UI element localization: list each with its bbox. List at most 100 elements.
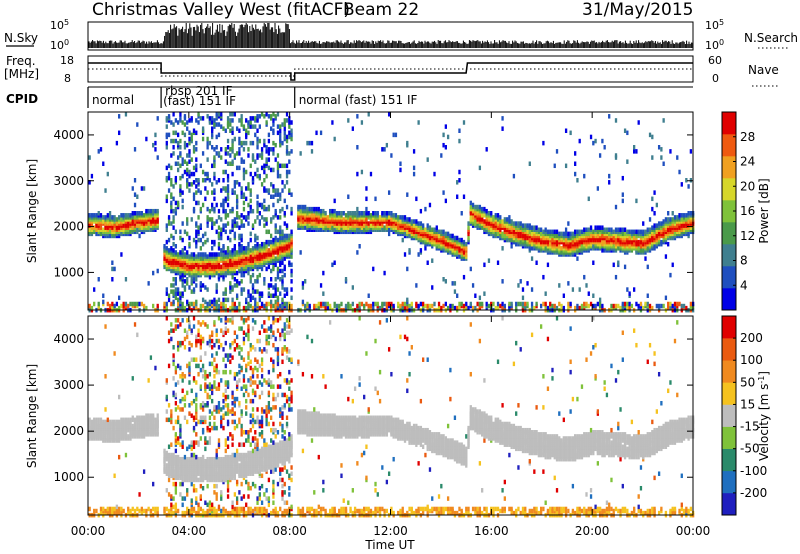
power-cell [546,229,550,235]
power-cell [276,124,280,129]
power-cell [633,241,636,247]
power-cell [267,248,271,253]
power-cell [238,248,241,253]
power-cell [394,213,398,218]
power-cell [592,229,595,235]
power-cell [256,301,259,307]
power-cell [179,163,182,169]
power-cell [195,178,198,183]
power-cell [626,287,629,292]
power-cell [610,303,613,309]
power-cell [569,130,572,136]
velocity-cell [117,454,121,460]
power-cell [285,118,289,123]
power-cell [263,281,266,286]
power-cell [306,140,309,146]
power-cell [415,196,418,202]
power-cell [487,303,491,309]
power-cell [238,233,241,239]
power-cell [238,225,241,230]
power-cell [428,225,432,230]
power-cell [369,171,373,177]
power-cell [179,138,182,144]
freq-series [88,62,693,81]
power-cell [247,211,250,216]
power-cell [281,188,284,193]
power-cell [136,211,139,216]
power-cell [279,235,282,241]
power-cell [140,186,143,191]
power-cell [635,149,638,154]
power-cell [206,136,209,142]
power-cell [682,303,686,309]
power-cell [451,233,454,239]
power-cell [639,301,643,307]
power-cell [285,180,289,185]
power-cell [240,194,243,199]
power-cell [181,161,184,166]
power-cell [444,231,447,237]
power-cell [240,237,243,243]
velocity-cell [99,510,103,516]
power-cell [567,221,570,226]
power-cell [274,291,277,296]
power-cell [111,301,114,307]
power-cell [102,293,105,298]
power-cell [170,120,173,125]
power-cell [363,303,366,309]
power-cell [176,132,180,138]
power-cell [265,157,268,162]
velocity-cell [108,506,112,512]
power-cell [131,219,134,224]
power-cell [610,227,613,232]
power-cell [417,252,420,257]
velocity-cell [97,421,100,427]
power-cell [322,291,325,296]
power-cell [628,244,631,249]
velocity-cell [93,417,96,423]
power-cell [260,266,264,272]
power-cell [220,235,223,241]
power-cell [469,200,472,206]
power-cell [347,118,350,123]
power-cell [204,285,207,290]
power-cell [224,159,227,164]
power-cell [122,213,125,218]
power-cell [201,178,205,183]
power-cell [111,266,114,272]
power-cell [215,229,218,235]
power-cell [240,118,243,123]
power-cell [260,182,264,187]
power-cell [657,303,661,309]
power-cell [290,229,293,235]
power-cell [247,270,250,276]
power-cell [167,188,171,193]
power-cell [256,241,259,247]
power-cell [249,120,252,125]
power-cell [217,225,221,230]
power-cell [435,225,438,230]
power-cell [197,229,200,235]
power-cell [152,217,155,222]
power-cell [587,227,590,232]
power-cell [111,260,114,265]
power-cell [120,217,123,222]
power-cell [176,120,180,125]
power-cell [170,178,173,183]
power-cell [637,246,640,251]
power-cell [190,157,193,162]
power-cell [558,283,561,288]
power-cell [308,303,311,309]
power-cell [231,171,234,177]
power-cell [508,301,511,307]
power-cell [279,132,282,138]
power-cell [567,305,570,311]
power-cell [555,229,559,235]
power-cell [188,159,191,164]
power-cell [326,301,330,307]
power-cell [95,213,98,218]
power-cell [106,171,109,177]
power-cell [494,213,497,218]
power-cell [319,227,323,232]
power-cell [140,211,143,216]
